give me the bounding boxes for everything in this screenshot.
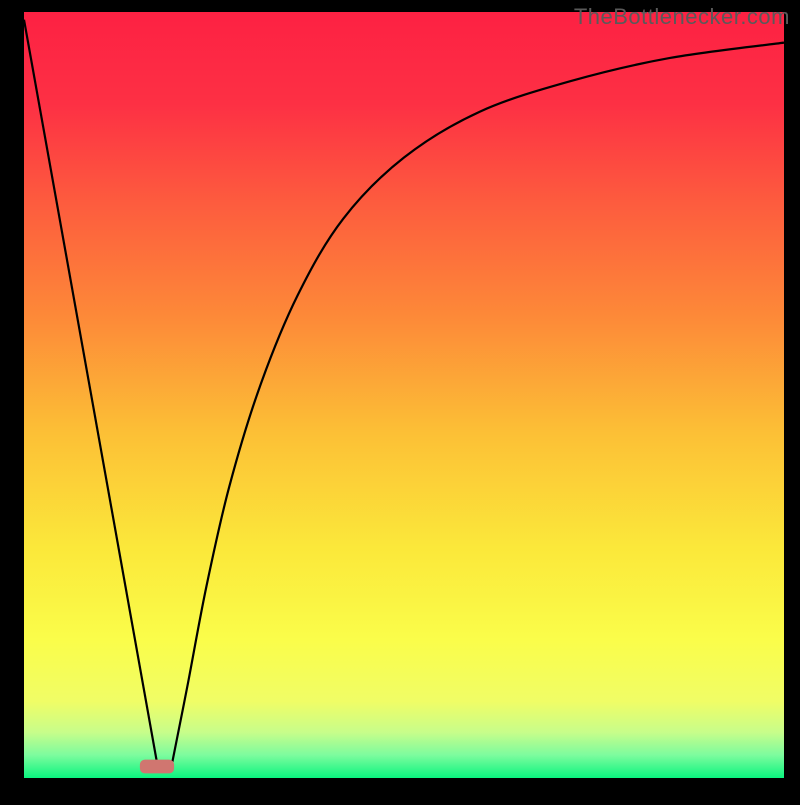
bottleneck-marker (140, 760, 174, 774)
bottleneck-chart: TheBottlenecker.com (0, 0, 800, 800)
watermark-text: TheBottlenecker.com (574, 4, 790, 30)
chart-svg (0, 0, 800, 800)
plot-background (24, 12, 784, 778)
